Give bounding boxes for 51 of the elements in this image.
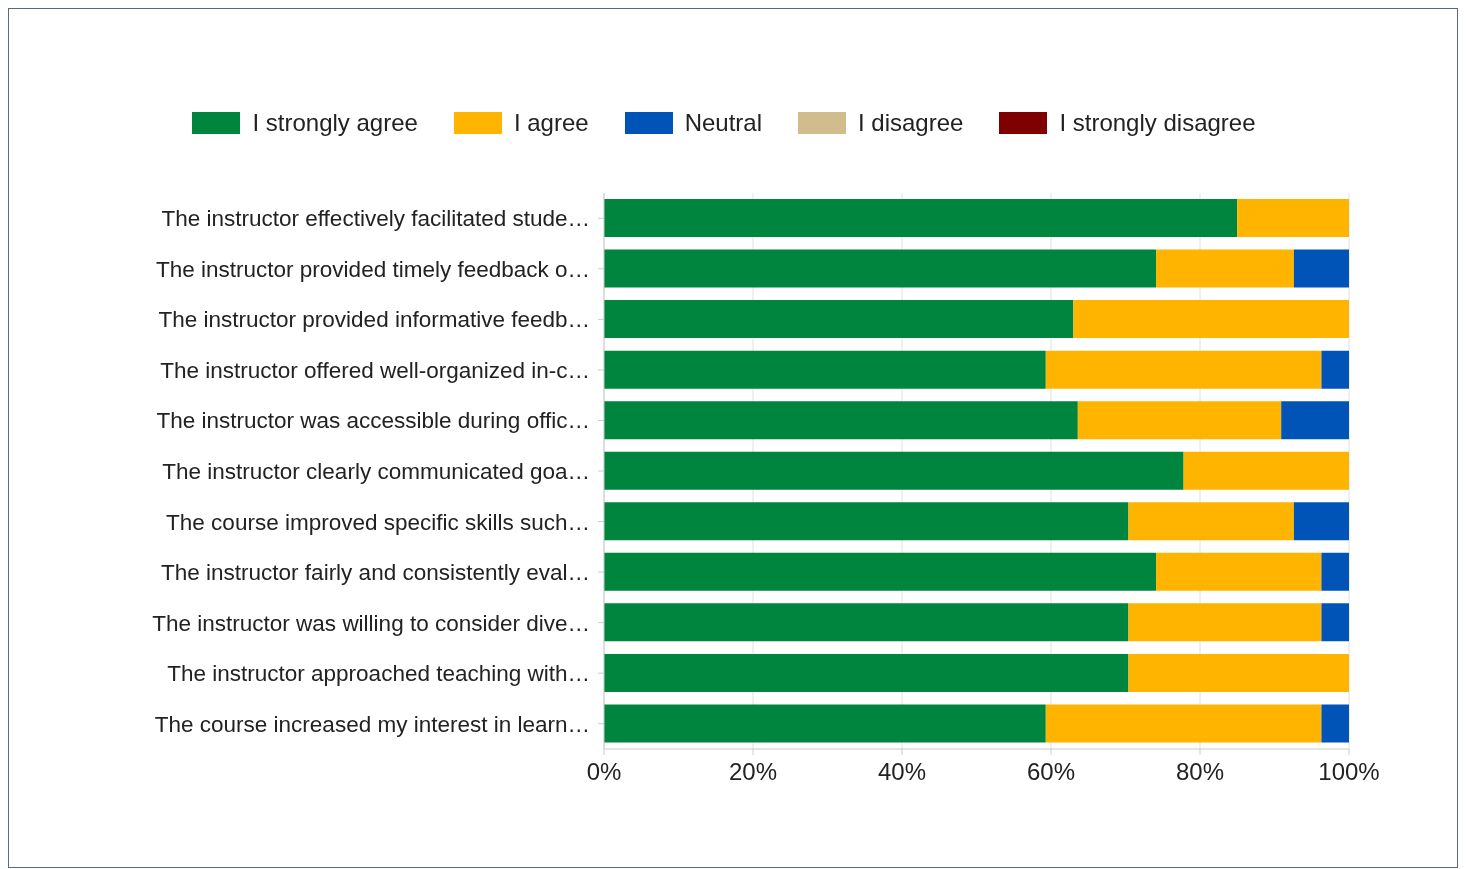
bar [604,249,1157,288]
bar [1293,249,1349,288]
bar [1321,704,1349,743]
bar [604,401,1078,440]
x-tick-label: 40% [877,758,927,786]
y-tick-label: The instructor was accessible during offic… [156,408,590,434]
legend-label: I strongly disagree [1059,109,1256,137]
y-tick-label: The instructor clearly communicated goa… [162,458,590,484]
bar [604,199,1238,237]
bar [604,451,1184,490]
bar [604,552,1157,591]
bar [604,653,1129,692]
bar [1128,603,1322,642]
x-tick-label: 100% [1318,758,1380,786]
bar [1237,199,1349,237]
legend-label: I strongly agree [252,109,418,137]
bar [604,603,1129,642]
y-tick-label: The instructor approached teaching with… [167,661,590,687]
legend-label: I disagree [858,109,964,137]
bar [1156,552,1322,591]
bar [1281,401,1349,440]
bar [604,502,1129,541]
bar [1128,653,1349,692]
bar [604,350,1046,389]
bar [1156,249,1294,288]
y-tick-label: The instructor fairly and consistently eval… [161,560,590,586]
bar [1073,300,1349,339]
bar [1321,552,1349,591]
bar [1183,451,1349,490]
bar [1077,401,1282,440]
bar [1045,350,1322,389]
x-tick-label: 80% [1175,758,1225,786]
y-tick-label: The instructor offered well-organized in-c… [160,357,590,383]
y-tick-label: The instructor provided informative feedb… [158,307,590,333]
legend-label: I agree [513,109,589,137]
bar [1045,704,1322,743]
y-tick-label: The instructor provided timely feedback o… [156,256,590,282]
bar [1321,350,1349,389]
x-tick-label: 0% [586,758,622,786]
x-tick-label: 60% [1026,758,1076,786]
y-tick-label: The instructor effectively facilitated stude… [161,206,590,232]
y-tick-label: The instructor was willing to consider dive… [152,610,590,636]
bar [604,300,1074,339]
legend-label: Neutral [684,109,762,137]
x-tick-label: 20% [728,758,778,786]
bar [1293,502,1349,541]
y-tick-label: The course improved specific skills such… [166,509,590,535]
bar [604,704,1046,743]
bar [1321,603,1349,642]
bar [1128,502,1294,541]
y-tick-label: The course increased my interest in learn… [154,711,590,737]
